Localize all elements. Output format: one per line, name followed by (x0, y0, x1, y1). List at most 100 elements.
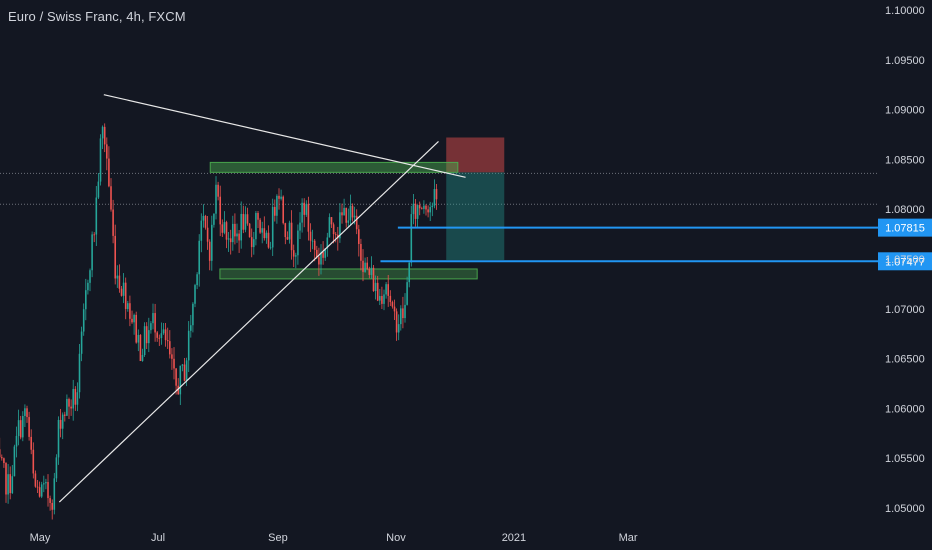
candle-body (234, 223, 236, 237)
support-zone[interactable] (219, 268, 478, 280)
candle-body (129, 303, 131, 319)
candle-body (431, 205, 434, 208)
candle-body (36, 486, 39, 488)
candle-body (307, 203, 310, 232)
candle-body (131, 318, 133, 323)
candle-body (9, 474, 12, 494)
candle-body (232, 223, 234, 243)
x-tick-label: 2021 (502, 532, 526, 544)
candle-body (49, 498, 51, 503)
candle-body (389, 295, 392, 303)
candle-body (345, 207, 348, 223)
candle-body (248, 223, 251, 238)
candle-body (118, 275, 121, 289)
candle-body (255, 212, 257, 240)
candle-body (74, 388, 77, 405)
candle-body (173, 358, 175, 369)
candle-body (145, 326, 148, 344)
candle-body (181, 364, 184, 366)
candle-body (13, 446, 16, 477)
candle-body (435, 189, 438, 200)
price-badge (878, 218, 932, 237)
candle-body (278, 195, 280, 199)
candle-body (143, 326, 146, 355)
candle-body (175, 368, 177, 386)
candle-body (150, 323, 152, 331)
candle-body (309, 231, 312, 241)
candle-body (34, 473, 37, 487)
candle-body (192, 303, 194, 326)
candle-body (32, 449, 35, 474)
candle-body (286, 237, 289, 240)
candle-body (152, 313, 154, 324)
candle-body (80, 331, 83, 354)
drawing-zones[interactable] (209, 137, 505, 280)
candle-body (290, 222, 293, 251)
position-target-zone[interactable] (446, 172, 505, 260)
candle-body (316, 249, 318, 258)
y-tick-label: 1.06000 (885, 403, 925, 415)
candle-body (429, 207, 432, 213)
candle-body (64, 414, 66, 416)
candle-body (139, 334, 142, 362)
candle-body (221, 224, 224, 233)
descending-trendline[interactable] (103, 94, 466, 178)
candle-body (368, 268, 371, 275)
x-tick-label: Nov (386, 532, 406, 544)
candle-body (162, 329, 165, 334)
candle-body (185, 360, 188, 381)
candle-body (223, 222, 226, 233)
candle-body (1, 457, 3, 459)
candle-body (120, 288, 123, 296)
candle-body (313, 240, 316, 250)
candle-body (45, 482, 47, 484)
candle-body (244, 214, 247, 230)
trend-lines[interactable] (58, 94, 878, 503)
candle-body (158, 337, 161, 339)
candle-body (3, 458, 5, 463)
candle-body (51, 502, 54, 510)
candle-body (0, 449, 1, 458)
candle-body (265, 232, 268, 239)
candle-body (78, 353, 81, 393)
candle-body (177, 385, 180, 395)
candle-body (351, 205, 354, 218)
candle-body (137, 334, 140, 343)
candle-body (110, 186, 112, 210)
candle-body (418, 205, 421, 209)
candle-body (166, 340, 169, 342)
candle-body (292, 250, 295, 257)
candle-body (370, 267, 373, 275)
candle-body (196, 274, 198, 286)
candle-body (343, 207, 345, 216)
candle-body (91, 234, 93, 271)
candle-body (169, 341, 171, 355)
resistance-zone[interactable] (209, 161, 459, 173)
price-badge (878, 252, 932, 271)
candle-body (28, 417, 30, 437)
candle-body (297, 230, 299, 256)
candle-body (301, 202, 303, 223)
candle-body (82, 309, 85, 332)
candle-body (425, 205, 427, 210)
candle-body (99, 138, 102, 182)
y-tick-label: 1.10000 (885, 5, 925, 17)
candle-body (400, 308, 402, 325)
candle-body (253, 239, 255, 248)
candle-body (267, 232, 270, 248)
candle-body (87, 282, 89, 291)
candle-body (70, 406, 72, 409)
candle-body (284, 223, 287, 238)
candle-body (116, 275, 119, 279)
candle-body (305, 203, 308, 215)
candle-body (171, 354, 173, 359)
price-badge-label: 1.07815 (885, 223, 925, 235)
candle-body (59, 419, 62, 429)
candle-body (364, 262, 366, 272)
position-stop-zone[interactable] (446, 137, 505, 173)
candle-body (374, 282, 377, 292)
candle-body (372, 267, 375, 292)
candle-body (22, 415, 24, 438)
ascending-trendline[interactable] (58, 141, 439, 503)
